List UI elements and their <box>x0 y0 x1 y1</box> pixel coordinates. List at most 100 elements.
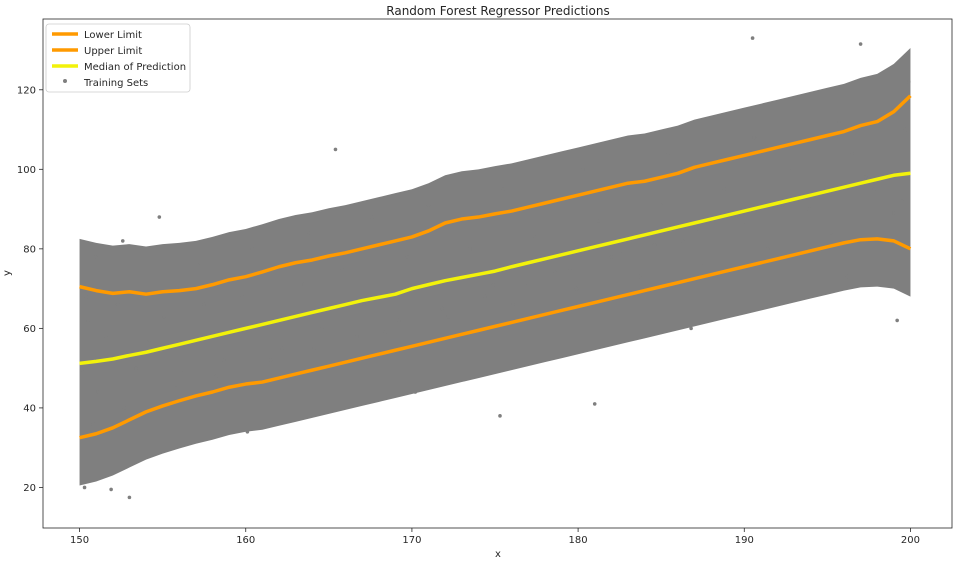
scatter-point <box>182 370 187 374</box>
scatter-point <box>737 215 742 219</box>
y-axis: 20 40 60 80 100 120 <box>17 85 43 494</box>
legend-label-training-sets: Training Sets <box>83 78 148 89</box>
scatter-point <box>84 294 89 299</box>
scatter-point <box>127 495 132 500</box>
scatter-point <box>750 36 755 40</box>
series-lines-layer <box>79 94 912 440</box>
scatter-point <box>850 151 855 156</box>
scatter-point <box>94 254 98 259</box>
scatter-point <box>483 294 487 299</box>
scatter-point <box>147 338 152 343</box>
axes-frame <box>42 18 953 529</box>
line-median-prediction <box>79 171 911 366</box>
scatter-point <box>807 207 811 211</box>
scatter-point <box>120 239 125 243</box>
line-upper-limit <box>79 237 912 440</box>
scatter-point <box>695 227 700 231</box>
scatter-point <box>340 266 344 271</box>
scatter-point <box>312 346 316 351</box>
y-tick-label: 20 <box>23 483 36 494</box>
scatter-point <box>320 326 324 331</box>
scatter-point <box>140 278 145 283</box>
scatter-point <box>666 151 670 156</box>
scatter-point <box>195 262 200 267</box>
scatter-points-layer <box>81 36 911 500</box>
scatter-point <box>765 247 770 251</box>
scatter-point <box>222 358 226 362</box>
scatter-point <box>307 231 311 235</box>
scatter-point <box>828 231 833 235</box>
scatter-point <box>413 390 418 394</box>
scatter-point <box>574 286 579 291</box>
scatter-point <box>214 374 218 378</box>
scatter-point <box>109 487 113 492</box>
scatter-point <box>617 251 622 255</box>
scatter-point <box>567 266 572 271</box>
scatter-point <box>526 282 531 287</box>
chart-title: Random Forest Regressor Predictions <box>386 4 609 18</box>
x-tick-label: 170 <box>402 535 421 546</box>
scatter-point <box>609 254 614 259</box>
scatter-point <box>596 219 600 223</box>
scatter-density-area <box>79 48 911 486</box>
scatter-point <box>702 262 707 267</box>
scatter-point <box>533 235 537 239</box>
scatter-point <box>86 318 90 323</box>
legend-label-median: Median of Prediction <box>84 62 186 73</box>
scatter-point <box>752 135 757 140</box>
scatter-point <box>240 294 245 299</box>
line-lower-limit <box>79 94 912 296</box>
scatter-point <box>91 422 95 426</box>
x-tick-label: 200 <box>901 535 920 546</box>
scatter-density-band <box>79 48 911 486</box>
scatter-point <box>895 318 899 323</box>
y-tick-label: 60 <box>23 324 36 335</box>
scatter-point <box>787 167 791 172</box>
x-tick-label: 150 <box>70 535 89 546</box>
scatter-point <box>906 80 911 84</box>
scatter-point <box>162 314 167 319</box>
scatter-point <box>250 247 255 251</box>
scatter-point <box>491 282 496 287</box>
scatter-point <box>892 211 896 215</box>
scatter-point <box>553 270 557 275</box>
scatter-point <box>157 215 162 219</box>
scatter-point <box>659 203 663 207</box>
scatter-point <box>440 306 444 311</box>
scatter-point <box>872 187 876 191</box>
legend-box <box>45 23 191 93</box>
scatter-point <box>581 167 585 172</box>
scatter-point <box>104 334 108 339</box>
scatter-point <box>592 402 597 406</box>
scatter-point <box>845 274 850 279</box>
scatter-point <box>900 199 904 203</box>
scatter-point <box>689 326 693 331</box>
y-tick-label: 40 <box>23 403 36 414</box>
scatter-point <box>202 302 206 307</box>
scatter-point <box>903 127 908 132</box>
y-axis-label: y <box>2 270 13 276</box>
scatter-point <box>81 370 85 374</box>
scatter-point <box>245 429 250 434</box>
scatter-point <box>174 386 178 390</box>
scatter-point <box>268 358 273 362</box>
y-tick-label: 80 <box>23 244 36 255</box>
scatter-point <box>722 187 727 191</box>
scatter-point <box>370 215 374 219</box>
scatter-point <box>468 247 472 251</box>
scatter-point <box>744 223 748 227</box>
scatter-point <box>405 254 409 259</box>
scatter-point <box>122 406 127 410</box>
scatter-point <box>383 330 388 335</box>
x-axis-label: x <box>495 549 501 560</box>
scatter-point <box>96 390 100 394</box>
scatter-point <box>498 414 502 418</box>
x-tick-label: 180 <box>569 535 588 546</box>
scatter-point <box>258 318 263 323</box>
scatter-point <box>115 302 120 307</box>
y-tick-label: 100 <box>17 165 36 176</box>
scatter-point <box>423 278 428 283</box>
scatter-point <box>333 147 338 152</box>
legend: Lower Limit Upper Limit Median of Predic… <box>45 23 191 93</box>
